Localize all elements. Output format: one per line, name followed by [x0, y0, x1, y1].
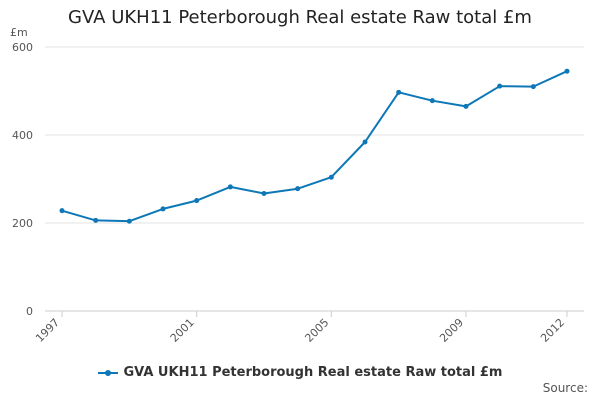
- legend[interactable]: GVA UKH11 Peterborough Real estate Raw t…: [0, 365, 600, 380]
- x-tick-label: 2009: [437, 316, 466, 345]
- data-point: [328, 174, 334, 180]
- data-point: [194, 198, 200, 204]
- x-tick-label: 2012: [538, 316, 567, 345]
- data-point: [93, 217, 99, 223]
- data-point: [396, 89, 402, 95]
- y-tick-label: 400: [12, 129, 33, 142]
- y-tick-label: 0: [26, 305, 33, 318]
- chart-title: GVA UKH11 Peterborough Real estate Raw t…: [68, 7, 532, 28]
- data-point: [362, 139, 368, 145]
- y-tick-label: 200: [12, 217, 33, 230]
- source-label: Source:: [542, 381, 588, 395]
- data-point: [261, 191, 267, 197]
- x-tick-label: 1997: [33, 316, 62, 345]
- data-point: [126, 218, 132, 224]
- x-tick-label: 2001: [168, 316, 197, 345]
- y-tick-label: 600: [12, 41, 33, 54]
- data-point: [530, 84, 536, 90]
- data-point: [564, 68, 570, 74]
- legend-swatch: [97, 367, 118, 379]
- y-axis-unit-label: £m: [10, 26, 28, 39]
- legend-label: GVA UKH11 Peterborough Real estate Raw t…: [123, 365, 503, 380]
- data-point: [497, 83, 503, 89]
- series-line: [61, 70, 568, 223]
- x-tick-label: 2005: [302, 316, 331, 345]
- data-point: [160, 206, 166, 212]
- data-point: [59, 208, 65, 214]
- data-point: [463, 103, 469, 109]
- data-point: [429, 98, 435, 104]
- data-point: [295, 186, 301, 192]
- data-point: [227, 184, 233, 190]
